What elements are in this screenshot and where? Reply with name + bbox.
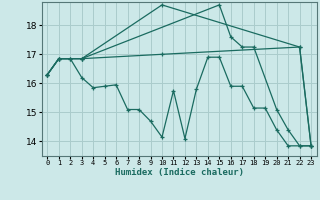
X-axis label: Humidex (Indice chaleur): Humidex (Indice chaleur) [115, 168, 244, 177]
